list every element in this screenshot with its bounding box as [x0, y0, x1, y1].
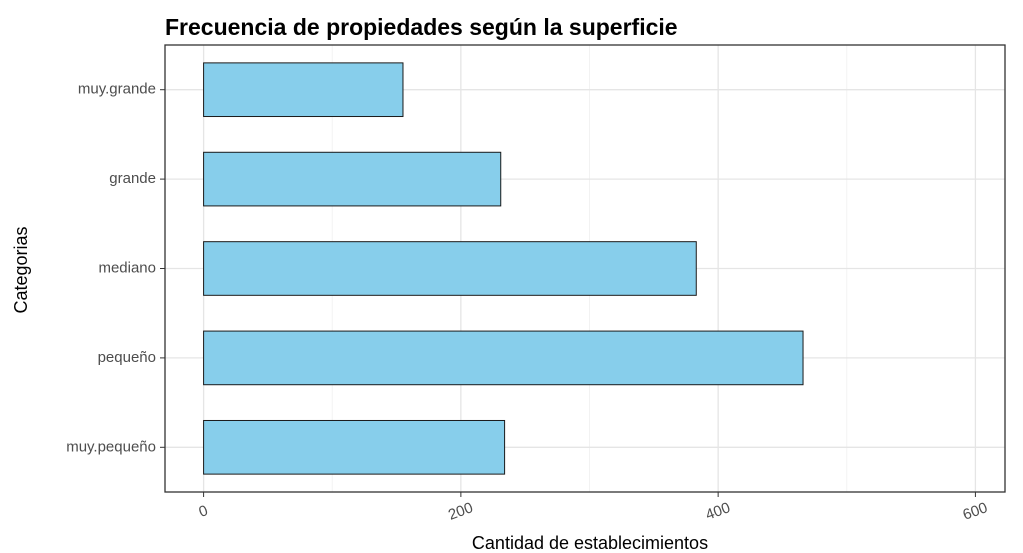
chart-title: Frecuencia de propiedades según la super… — [165, 14, 678, 40]
bar — [203, 419, 506, 475]
plot-border — [164, 44, 1006, 493]
y-tick-label: muy.pequeño — [66, 438, 156, 455]
y-tick-label: muy.grande — [78, 81, 156, 98]
y-tick-label: mediano — [98, 259, 156, 276]
x-axis-title: Cantidad de establecimientos — [472, 533, 708, 553]
y-tick-label: pequeño — [98, 349, 156, 366]
y-axis-title: Categorias — [11, 226, 31, 313]
bar — [203, 62, 404, 118]
bar — [203, 151, 502, 207]
bar — [203, 241, 697, 296]
bar — [203, 330, 804, 386]
y-tick-label: grande — [109, 170, 156, 187]
